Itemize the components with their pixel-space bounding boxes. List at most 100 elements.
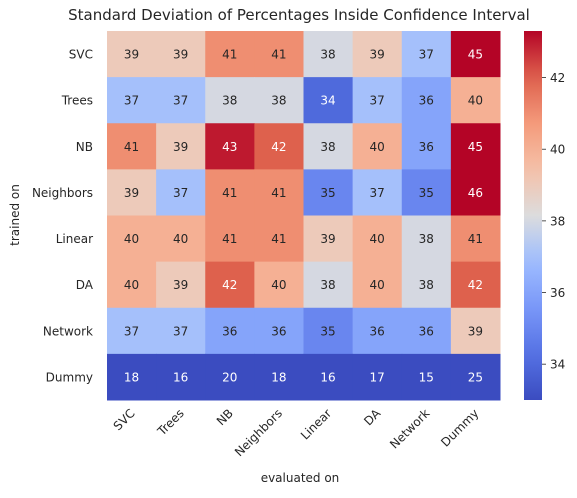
heatmap-cell [352,169,403,216]
colorbar-tick-label: 40 [550,143,565,157]
heatmap-cell [450,261,501,309]
heatmap-cell [254,77,304,124]
heatmap-cell [352,215,403,263]
heatmap-cell [254,169,304,216]
cell-value-label: 38 [320,48,335,62]
heatmap-cell [352,307,403,355]
cell-value-label: 38 [419,278,434,292]
cell-value-label: 36 [419,140,434,154]
cell-value-label: 37 [124,324,139,338]
y-tick-label: Network [43,324,93,338]
heatmap-cell [107,215,157,263]
cell-value-label: 39 [468,324,483,338]
heatmap-cell [401,353,452,401]
heatmap-cell [205,353,255,401]
cell-value-label: 41 [222,186,237,200]
heatmap-cell [205,215,255,263]
cell-value-label: 38 [320,278,335,292]
heatmap-cell [401,261,452,309]
cell-value-label: 40 [124,278,139,292]
heatmap-cell [205,307,255,355]
heatmap-cell [401,77,452,124]
heatmap-cell [107,31,157,78]
cell-value-label: 38 [419,232,434,246]
heatmap-cell [303,169,354,216]
cell-value-label: 16 [173,370,188,384]
x-tick-label: Trees [154,406,187,439]
cell-value-label: 40 [173,232,188,246]
cell-value-label: 37 [419,48,434,62]
cell-value-label: 41 [468,232,483,246]
cell-value-label: 39 [370,48,385,62]
x-tick-label: NB [214,406,236,428]
cell-value-label: 39 [173,140,188,154]
cell-value-label: 35 [320,324,335,338]
heatmap-cell [401,307,452,355]
y-axis-label: trained on [8,184,22,246]
cell-value-label: 39 [173,278,188,292]
colorbar-gradient [524,31,542,400]
y-tick-label: Neighbors [32,186,93,200]
heatmap-cell [303,307,354,355]
x-tick-label: Network [387,406,432,451]
cell-value-label: 16 [320,370,335,384]
heatmap-cell [450,77,501,124]
heatmap-cell [156,77,206,124]
cell-value-label: 40 [370,140,385,154]
heatmap-cell [450,353,501,401]
cell-value-label: 40 [370,278,385,292]
cell-value-label: 41 [271,186,286,200]
heatmap-cell [303,261,354,309]
heatmap-cell [450,123,501,170]
heatmap-cell [254,353,304,401]
heatmap-cell [352,123,403,170]
cell-value-label: 42 [271,140,286,154]
heatmap-cell [450,307,501,355]
heatmap-cell [303,353,354,401]
heatmap-cell [156,31,206,78]
heatmap-cell [107,307,157,355]
x-axis-label: evaluated on [261,471,340,485]
cell-value-label: 41 [271,48,286,62]
cell-value-label: 45 [468,48,483,62]
heatmap-cell [401,31,452,78]
y-tick-label: NB [76,140,93,154]
heatmap-cell [254,31,304,78]
cell-value-label: 39 [124,186,139,200]
cell-value-label: 46 [468,186,483,200]
heatmap-cell [107,123,157,170]
x-tick-label: Neighbors [232,406,285,459]
cell-value-label: 40 [271,278,286,292]
cell-value-label: 37 [370,186,385,200]
cell-value-label: 41 [271,232,286,246]
cell-value-label: 18 [124,370,139,384]
y-tick-label: Linear [56,232,93,246]
colorbar-tick-label: 36 [550,286,565,300]
cell-value-label: 36 [370,324,385,338]
cell-value-label: 40 [370,232,385,246]
heatmap-cell [205,123,255,170]
cell-value-label: 34 [320,94,335,108]
heatmap-cell [450,31,501,78]
cell-value-label: 36 [419,324,434,338]
cell-value-label: 41 [222,232,237,246]
heatmap-cell [156,169,206,216]
cell-value-label: 37 [370,94,385,108]
heatmap-cell [303,215,354,263]
cell-value-label: 18 [271,370,286,384]
cell-value-label: 36 [271,324,286,338]
y-tick-label: Dummy [46,370,93,384]
cell-value-label: 41 [222,48,237,62]
heatmap-cell [107,77,157,124]
heatmap-cell [254,307,304,355]
cell-value-label: 40 [124,232,139,246]
cell-value-label: 25 [468,370,483,384]
cell-value-label: 38 [320,140,335,154]
x-tick-label: DA [361,406,384,429]
chart-title: Standard Deviation of Percentages Inside… [68,6,530,24]
cell-value-label: 38 [271,94,286,108]
cell-value-label: 17 [370,370,385,384]
heatmap-cell [352,31,403,78]
cell-value-label: 42 [468,278,483,292]
